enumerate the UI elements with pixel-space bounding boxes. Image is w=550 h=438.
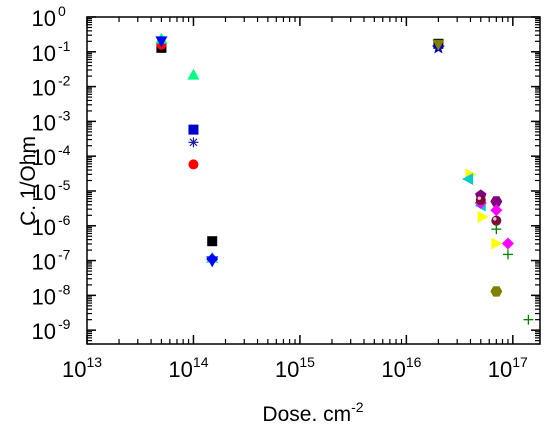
y-tick-label: 10 [32, 6, 56, 31]
data-point-triangle-down [432, 39, 445, 51]
data-point-plus [523, 314, 534, 325]
data-point-square [207, 236, 218, 247]
x-axis-tick-labels: 1013 1014 1015 1016 1017 [62, 354, 528, 382]
data-point-hexagon [490, 286, 503, 297]
data-point-sphere [475, 195, 486, 206]
data-point-triangle-up [187, 68, 200, 80]
data-point-triangle-right [491, 237, 503, 250]
y-tick-label: 10 [32, 284, 56, 309]
y-tick-label: 10 [32, 110, 56, 135]
x-axis-title-exponent: -2 [351, 399, 364, 415]
y-tick-exponent: -5 [58, 177, 71, 193]
y-tick-exponent: -9 [58, 316, 71, 332]
x-tick-label: 1014 [168, 354, 208, 382]
x-tick-label: 1017 [488, 354, 528, 382]
data-point-triangle-left [462, 173, 474, 186]
x-tick-label: 1016 [381, 354, 421, 382]
data-point-triangle-down [155, 36, 168, 48]
data-point-triangle-right [477, 210, 489, 223]
y-tick-exponent: -3 [58, 107, 71, 123]
y-axis-title: C. 1/Ohm [17, 136, 40, 226]
y-tick-exponent: -8 [58, 281, 71, 297]
data-point-asterisk [188, 137, 199, 148]
x-axis-ticks [86, 17, 514, 344]
y-axis-ticks [87, 16, 540, 345]
data-point-diamond [501, 237, 514, 250]
data-point-diamond [206, 253, 219, 266]
y-tick-exponent: -6 [58, 212, 71, 228]
data-point-hexagon [490, 196, 503, 207]
y-tick-exponent: -4 [58, 142, 71, 158]
y-tick-label: 10 [32, 319, 56, 344]
y-tick-label: 10 [32, 215, 56, 240]
data-point-diamond [490, 204, 503, 217]
data-markers [155, 32, 534, 325]
data-point-plus [491, 224, 502, 235]
y-tick-exponent: -1 [58, 38, 71, 54]
y-tick-label: 10 [32, 180, 56, 205]
x-tick-label: 1015 [275, 354, 315, 382]
x-axis-title-text: Dose. cm [262, 403, 351, 426]
y-tick-exponent: -2 [58, 73, 71, 89]
y-tick-label: 10 [32, 145, 56, 170]
y-tick-exponent: 0 [58, 3, 66, 19]
data-point-circle [188, 159, 199, 170]
y-tick-label: 10 [32, 41, 56, 66]
data-point-square [188, 124, 199, 135]
y-tick-label: 10 [32, 250, 56, 275]
y-tick-exponent: -7 [58, 247, 71, 263]
y-tick-label: 10 [32, 76, 56, 101]
data-point-plus [502, 249, 513, 260]
x-tick-label: 1013 [62, 354, 102, 382]
data-point-sphere [491, 215, 502, 226]
x-axis-title: Dose. cm-2 [262, 399, 363, 426]
